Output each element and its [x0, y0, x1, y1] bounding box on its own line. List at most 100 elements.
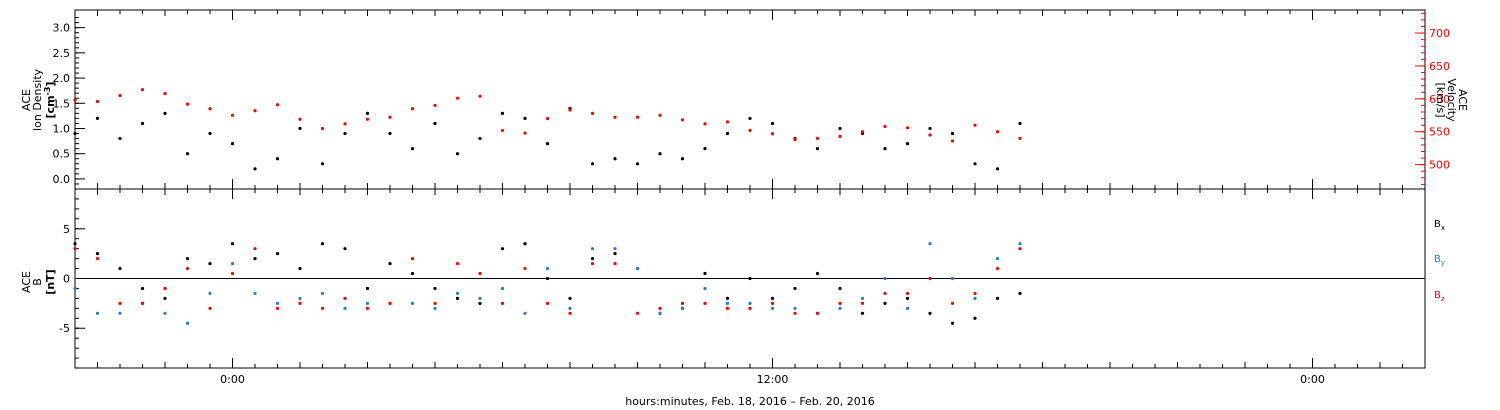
- plasma-point: [815, 136, 820, 140]
- field-legend: Bx By Bz: [1434, 219, 1445, 303]
- field-point-bx: [208, 261, 212, 266]
- plasma-point: [185, 152, 190, 156]
- plasma-point: [95, 116, 100, 121]
- plasma-point: [73, 98, 77, 102]
- field-point-bz: [928, 276, 932, 281]
- velocity-tick-label: 550: [1429, 126, 1450, 139]
- plasma-point: [770, 132, 775, 136]
- field-point-bx: [275, 252, 280, 256]
- field-point-bz: [950, 301, 955, 305]
- density-axis-title-line1: ACE: [20, 89, 33, 111]
- plasma-point: [658, 113, 662, 117]
- field-point-bx: [545, 276, 550, 281]
- field-point-bz: [208, 306, 212, 310]
- plasma-point: [455, 152, 460, 156]
- plasma-point: [928, 133, 932, 137]
- field-point-bx: [253, 257, 257, 261]
- field-point-by: [905, 306, 910, 310]
- field-point-bz: [118, 301, 122, 305]
- plasma-point: [905, 142, 910, 146]
- field-point-bx: [928, 311, 932, 315]
- plasma-point: [838, 134, 842, 138]
- plasma-point: [635, 115, 640, 119]
- plasma-point: [770, 121, 775, 126]
- field-point-bz: [658, 306, 662, 310]
- plasma-point: [478, 136, 482, 141]
- field-point-bz: [883, 291, 887, 296]
- field-point-by: [253, 291, 257, 296]
- density-axis-unit: [cm-3]: [43, 82, 57, 119]
- plasma-point: [748, 128, 752, 133]
- field-point-by: [545, 266, 550, 271]
- field-axis-title-line2: B: [31, 278, 44, 286]
- field-point-bx: [703, 271, 707, 276]
- field-axis-unit: [nT]: [44, 269, 57, 294]
- field-point-by: [320, 291, 325, 296]
- field-point-by: [928, 242, 932, 246]
- plasma-point: [140, 88, 145, 92]
- plasma-point: [995, 167, 1000, 171]
- plasma-point: [343, 131, 347, 136]
- plasma-point: [725, 120, 730, 124]
- plasma-point: [793, 138, 797, 142]
- field-point-bx: [230, 242, 235, 246]
- field-point-bz: [905, 291, 910, 296]
- field-point-bx: [185, 257, 190, 261]
- velocity-tick-label: 500: [1429, 159, 1450, 172]
- field-point-bz: [613, 261, 617, 266]
- field-point-by: [748, 301, 752, 305]
- data-points: [73, 88, 1022, 325]
- field-point-by: [410, 301, 415, 305]
- field-point-by: [950, 276, 955, 281]
- field-point-bz: [478, 271, 482, 276]
- field-point-bz: [748, 306, 752, 310]
- field-point-bz: [95, 257, 100, 261]
- velocity-axis-title-line1: ACE: [1456, 89, 1469, 111]
- x-tick-label: 0:00: [220, 373, 245, 386]
- field-point-bx: [95, 252, 100, 256]
- field-point-by: [163, 311, 167, 315]
- density-unit-close: ]: [44, 82, 57, 87]
- plasma-point: [253, 167, 257, 171]
- field-point-by: [230, 261, 235, 266]
- legend-bx-sub: x: [1441, 224, 1445, 232]
- field-point-bx: [298, 266, 302, 271]
- field-point-by: [793, 306, 797, 310]
- plasma-point: [950, 139, 955, 143]
- field-point-bz: [230, 271, 235, 276]
- field-point-bx: [73, 242, 77, 246]
- density-tick-label: 0.5: [53, 148, 71, 161]
- field-point-bz: [590, 261, 595, 266]
- plasma-point: [590, 111, 595, 115]
- field-point-bx: [995, 296, 1000, 300]
- density-tick-label: 3.0: [53, 22, 71, 35]
- plasma-point: [658, 152, 662, 156]
- plasma-point: [410, 107, 415, 111]
- field-point-bz: [388, 301, 392, 305]
- field-point-bz: [185, 266, 190, 271]
- plasma-point: [973, 162, 977, 166]
- density-tick-label: 2.0: [53, 72, 71, 85]
- field-point-by: [95, 311, 100, 315]
- legend-by: By: [1434, 254, 1445, 267]
- field-point-bz: [343, 296, 347, 300]
- field-point-bx: [815, 271, 820, 276]
- field-point-bx: [388, 261, 392, 266]
- field-point-bz: [973, 291, 977, 296]
- plasma-point: [703, 122, 707, 126]
- field-point-by: [860, 296, 865, 300]
- plasma-point: [433, 103, 437, 108]
- field-point-by: [500, 286, 505, 291]
- plasma-point: [320, 162, 325, 166]
- field-point-bx: [905, 296, 910, 300]
- plasma-point: [1018, 121, 1022, 126]
- plasma-point: [703, 147, 707, 151]
- plasma-point: [815, 147, 820, 151]
- legend-by-base: B: [1434, 254, 1441, 265]
- plasma-point: [230, 142, 235, 146]
- plasma-point: [973, 123, 977, 127]
- field-point-bx: [568, 296, 572, 300]
- field-point-bx: [118, 266, 122, 271]
- axis-ticks: [74, 10, 1426, 368]
- field-point-bz: [635, 311, 640, 315]
